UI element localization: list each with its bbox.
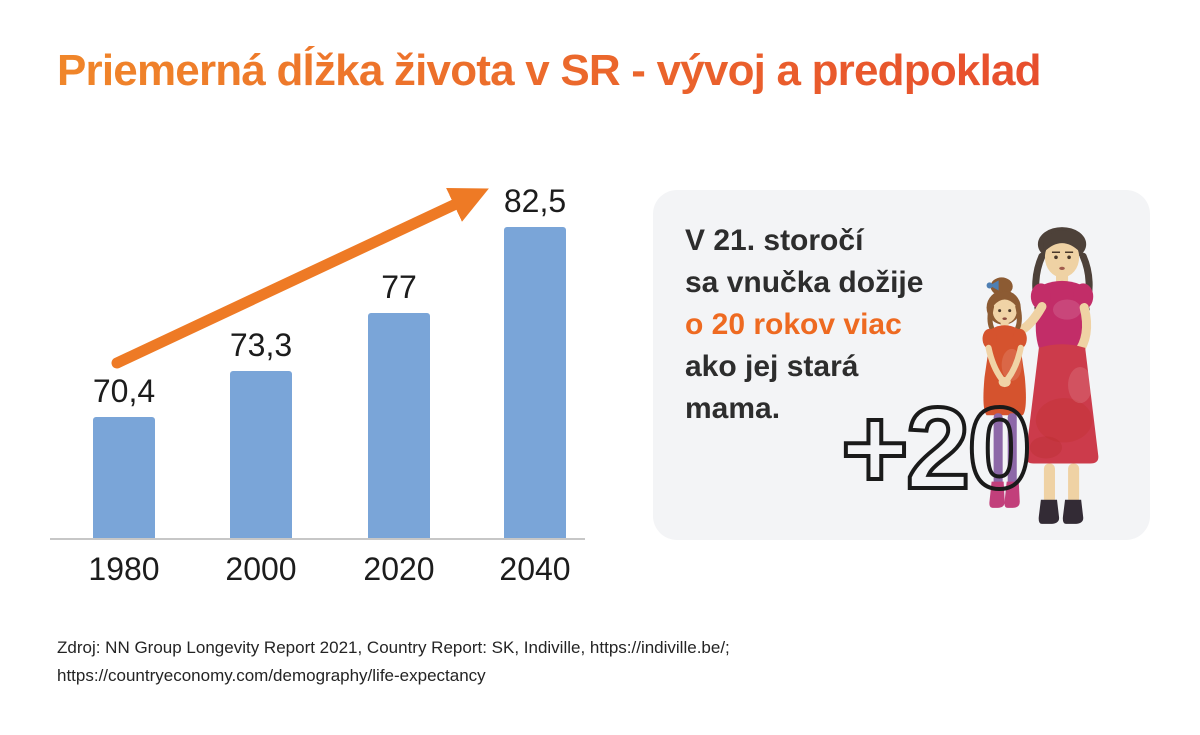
bar-1980 bbox=[93, 417, 155, 538]
card-text-line: ako jej stará bbox=[685, 350, 859, 383]
grandmother-granddaughter-illustration bbox=[982, 227, 1099, 524]
bar-group-1980: 70,4 1980 bbox=[88, 373, 159, 587]
info-card: V 21. storočí sa vnučka dožije o 20 roko… bbox=[653, 190, 1150, 540]
axis-tick-label: 2020 bbox=[363, 551, 435, 587]
x-axis-line bbox=[50, 538, 585, 540]
bar-group-2040: 82,5 2040 bbox=[499, 183, 570, 587]
source-note: Zdroj: NN Group Longevity Report 2021, C… bbox=[57, 634, 730, 690]
source-line-1: Zdroj: NN Group Longevity Report 2021, C… bbox=[57, 638, 730, 657]
bar-2040 bbox=[504, 227, 566, 538]
bar-chart: 70,4 1980 73,3 2000 77 2020 82,5 2040 bbox=[0, 140, 620, 600]
bar-2000 bbox=[230, 371, 292, 538]
bar-group-2000: 73,3 2000 bbox=[225, 327, 296, 587]
card-text-line-highlight: o 20 rokov viac bbox=[685, 308, 902, 341]
card-text-line: mama. bbox=[685, 392, 781, 425]
bar-2020 bbox=[368, 313, 430, 538]
source-line-2: https://countryeconomy.com/demography/li… bbox=[57, 666, 486, 685]
bar-value-label: 77 bbox=[381, 269, 417, 305]
plus-20-label: +20 bbox=[839, 383, 1034, 513]
card-text-line: sa vnučka dožije bbox=[685, 266, 924, 299]
grandmother-figure bbox=[1011, 227, 1099, 524]
bar-group-2020: 77 2020 bbox=[363, 269, 434, 587]
bar-value-label: 73,3 bbox=[229, 327, 293, 363]
card-text: V 21. storočí sa vnučka dožije o 20 roko… bbox=[685, 220, 923, 430]
axis-tick-label: 1980 bbox=[88, 551, 160, 587]
bar-value-label: 82,5 bbox=[503, 183, 567, 219]
page-title: Priemerná dĺžka života v SR - vývoj a pr… bbox=[57, 46, 1042, 95]
card-text-line: V 21. storočí bbox=[685, 224, 864, 257]
axis-tick-label: 2000 bbox=[225, 551, 297, 587]
granddaughter-figure bbox=[982, 277, 1027, 508]
axis-tick-label: 2040 bbox=[499, 551, 571, 587]
bar-value-label: 70,4 bbox=[92, 373, 156, 409]
